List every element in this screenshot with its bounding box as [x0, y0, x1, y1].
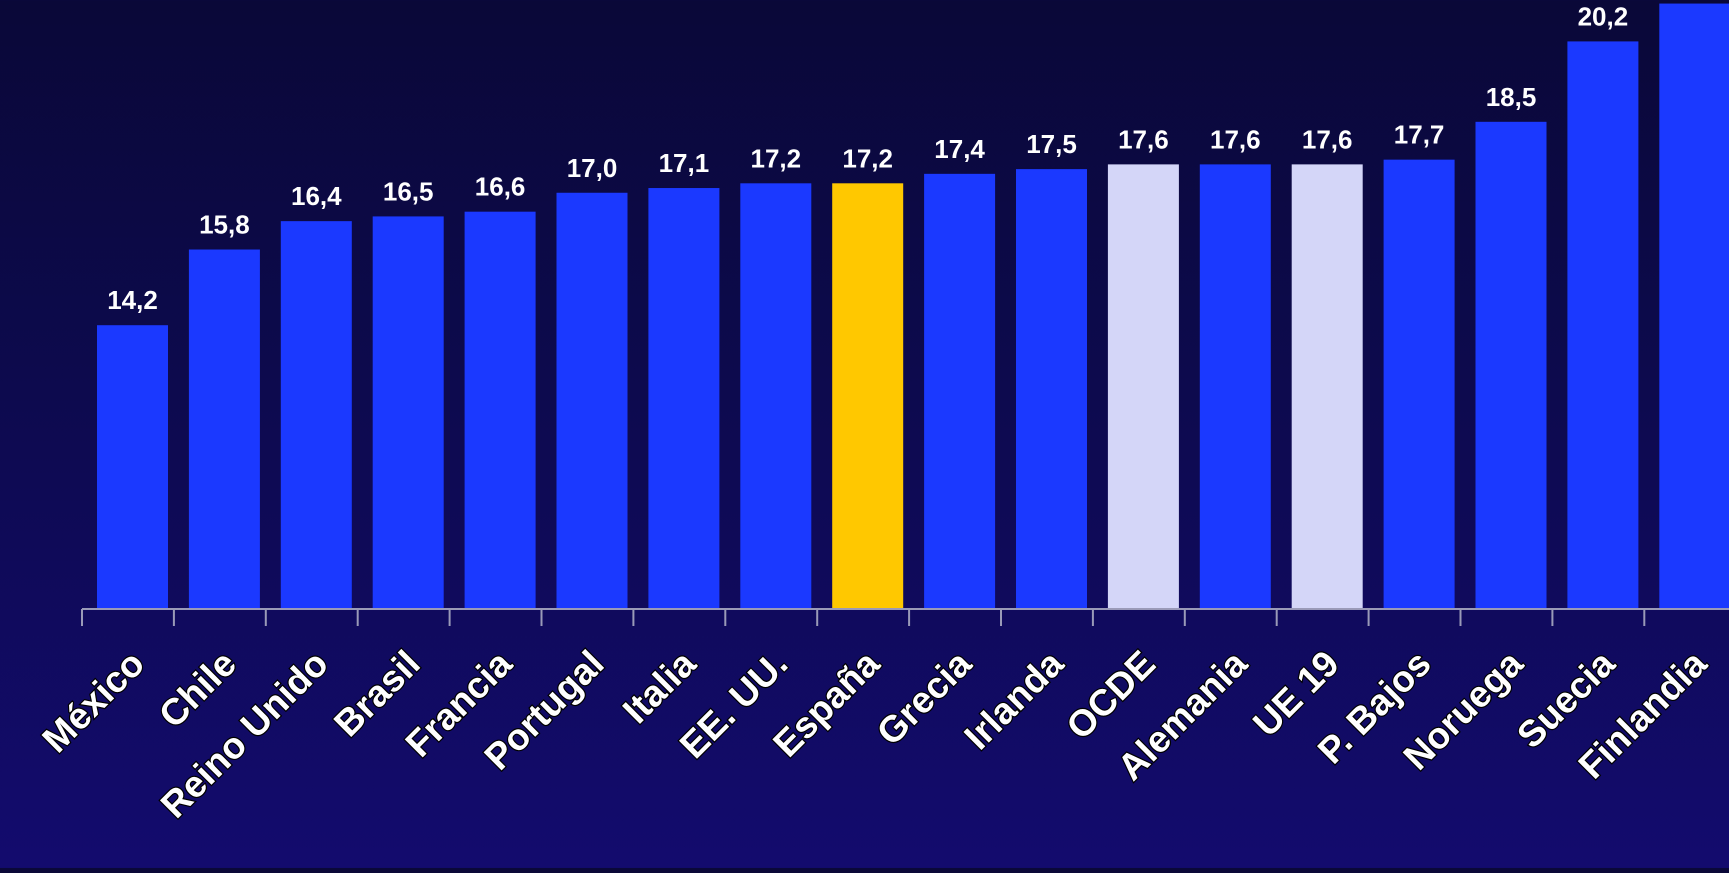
value-label-16: 20,2 [1578, 1, 1629, 31]
value-label-14: 17,7 [1394, 120, 1445, 150]
category-label-0: México [34, 643, 152, 761]
value-label-4: 16,6 [475, 172, 526, 202]
value-label-10: 17,5 [1026, 129, 1077, 159]
bar-16 [1567, 41, 1639, 609]
value-label-2: 16,4 [291, 181, 342, 211]
bar-5 [556, 192, 628, 609]
bar-8 [832, 183, 904, 610]
value-label-13: 17,6 [1302, 124, 1353, 154]
value-label-6: 17,1 [659, 148, 710, 178]
bars [97, 3, 1729, 610]
value-label-7: 17,2 [750, 143, 801, 173]
bar-6 [648, 188, 720, 609]
category-label-9: Grecia [869, 642, 980, 753]
bar-4 [464, 211, 536, 609]
value-label-0: 14,2 [107, 285, 158, 315]
value-label-5: 17,0 [567, 153, 618, 183]
bar-10 [1016, 169, 1087, 610]
value-label-11: 17,6 [1118, 124, 1169, 154]
bar-1 [188, 249, 260, 609]
category-label-10: Irlanda [956, 642, 1071, 757]
bar-7 [740, 183, 812, 610]
value-label-3: 16,5 [383, 176, 434, 206]
bar-11 [1107, 164, 1179, 609]
value-labels: 14,2 15,8 16,4 16,5 16,6 17,0 17,1 17,2 17,2 17,4… [107, 1, 1629, 315]
bar-2 [280, 221, 352, 609]
value-label-1: 15,8 [199, 210, 250, 240]
bar-15 [1475, 121, 1547, 609]
value-label-12: 17,6 [1210, 124, 1261, 154]
bar-17 [1659, 3, 1729, 610]
bar-12 [1199, 164, 1271, 609]
bar-0 [97, 325, 168, 609]
bar-3 [372, 216, 444, 609]
value-label-9: 17,4 [934, 134, 985, 164]
value-label-8: 17,2 [842, 143, 893, 173]
bar-9 [924, 173, 996, 609]
x-axis [81, 608, 1729, 626]
bar-13 [1291, 164, 1363, 609]
value-label-15: 18,5 [1486, 82, 1537, 112]
bar-14 [1383, 159, 1455, 609]
